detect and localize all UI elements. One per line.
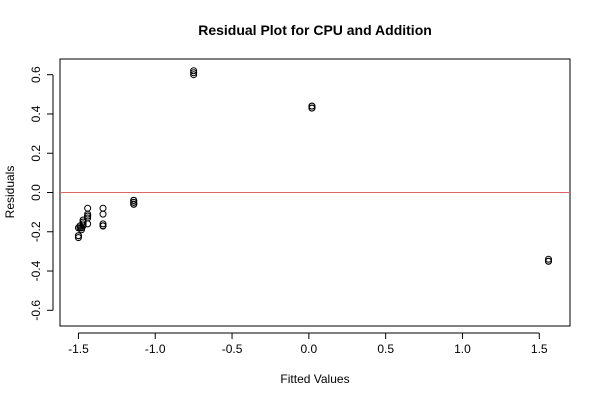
y-tick-label: 0.6 <box>29 66 43 83</box>
y-tick-label: -0.2 <box>29 221 43 242</box>
data-point <box>308 104 316 112</box>
data-point <box>84 204 92 212</box>
y-tick-label: -0.6 <box>29 300 43 321</box>
y-axis-label: Residuals <box>3 166 17 219</box>
y-tick-label: 0.4 <box>29 105 43 122</box>
data-point <box>544 257 552 265</box>
y-tick-label: 0.0 <box>29 184 43 201</box>
data-point <box>190 71 198 79</box>
chart-title: Residual Plot for CPU and Addition <box>198 22 432 38</box>
data-point <box>130 198 138 206</box>
data-point <box>99 210 107 218</box>
data-point <box>79 218 87 226</box>
data-point <box>74 232 82 240</box>
y-tick-label: -0.4 <box>29 260 43 281</box>
y-tick-label: 0.2 <box>29 145 43 162</box>
data-point <box>99 204 107 212</box>
data-point <box>84 214 92 222</box>
x-tick-label: -0.5 <box>222 342 243 356</box>
data-points-layer <box>74 67 552 265</box>
x-axis-label: Fitted Values <box>280 372 349 386</box>
data-point <box>84 212 92 220</box>
data-point <box>74 234 82 242</box>
data-point <box>544 255 552 263</box>
y-axis: -0.6 -0.4 -0.2 0.0 0.2 0.4 0.6 <box>29 66 54 321</box>
data-point <box>308 102 316 110</box>
data-point <box>99 220 107 228</box>
x-tick-label: 0.0 <box>301 342 318 356</box>
data-point <box>79 220 87 228</box>
data-point <box>190 67 198 75</box>
x-tick-label: -1.5 <box>68 342 89 356</box>
data-point <box>79 216 87 224</box>
data-point <box>130 196 138 204</box>
data-point <box>130 200 138 208</box>
x-tick-label: 1.0 <box>454 342 471 356</box>
x-tick-label: 1.5 <box>531 342 548 356</box>
x-tick-label: 0.5 <box>377 342 394 356</box>
data-point <box>190 69 198 77</box>
x-tick-label: -1.0 <box>145 342 166 356</box>
x-axis: -1.5 -1.0 -0.5 0.0 0.5 1.0 1.5 <box>68 332 548 356</box>
data-point <box>99 222 107 230</box>
